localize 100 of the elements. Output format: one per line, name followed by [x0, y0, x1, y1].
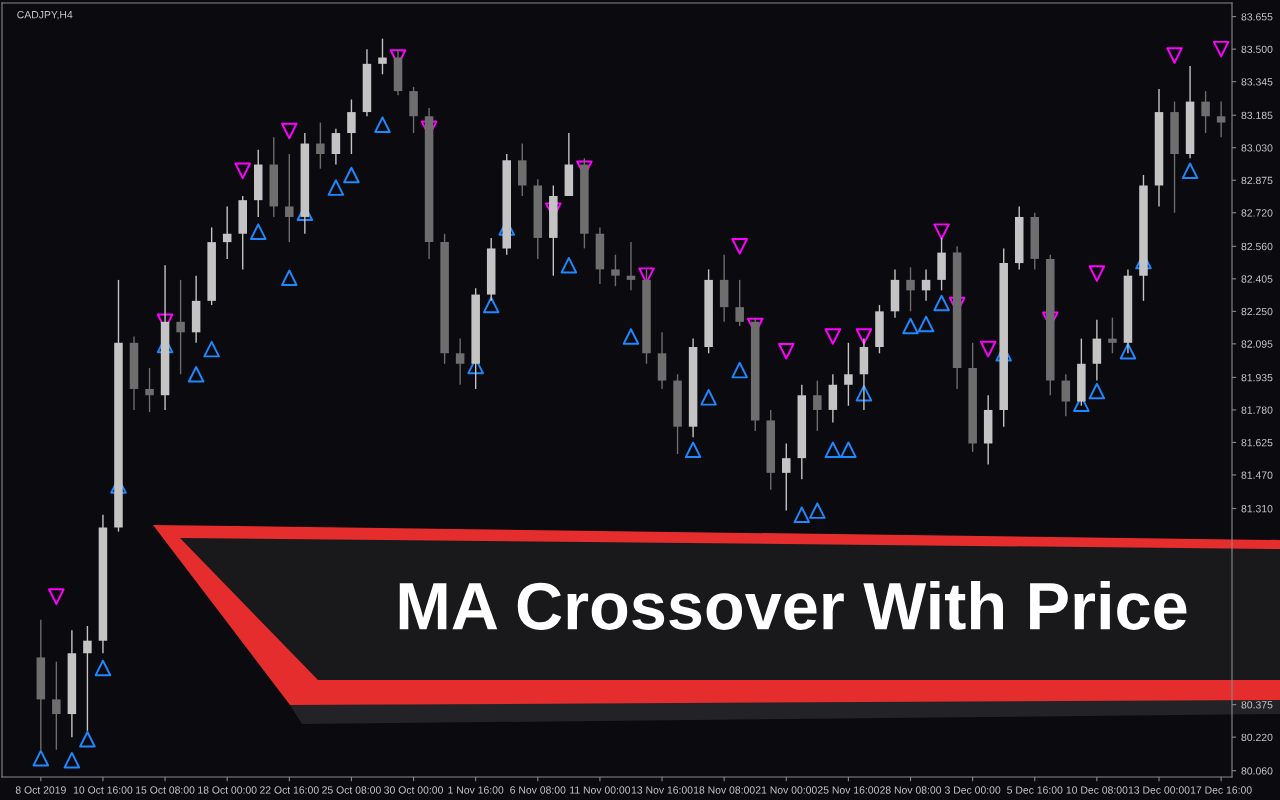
x-tick-label: 11 Nov 00:00 [570, 786, 631, 794]
point [79, 730, 96, 748]
candlestick [611, 254, 620, 287]
point [203, 340, 220, 358]
y-tick-label: 83.030 [1241, 144, 1273, 152]
y-tick-label: 82.405 [1241, 275, 1273, 283]
point [700, 389, 717, 406]
point [855, 384, 873, 402]
x-tick-label: 8 Oct 2019 [15, 786, 66, 794]
point [824, 328, 842, 345]
x-tick-label: 21 Nov 00:00 [755, 786, 817, 794]
x-tick-label: 10 Oct 16:00 [73, 786, 133, 794]
candlestick [1201, 90, 1210, 134]
candlestick [906, 266, 915, 313]
candlestick [83, 625, 92, 732]
y-tick-label: 82.095 [1241, 340, 1273, 348]
x-tick-label: 25 Nov 16:00 [817, 786, 879, 794]
point [250, 223, 267, 240]
candlestick [735, 279, 744, 327]
y-tick-label: 83.185 [1241, 111, 1273, 120]
y-tick-label: 80.375 [1241, 701, 1273, 709]
point [560, 256, 578, 274]
point [840, 441, 857, 459]
candlestick [782, 442, 791, 512]
point [281, 269, 298, 287]
candlestick [316, 121, 325, 170]
point [622, 328, 640, 345]
x-tick-label: 1 Nov 16:00 [448, 786, 504, 794]
point [32, 749, 50, 767]
point [824, 441, 842, 459]
point [778, 342, 795, 360]
point [684, 441, 702, 459]
point [63, 751, 81, 769]
point [731, 238, 748, 255]
candlestick [347, 98, 356, 155]
y-tick-label: 82.250 [1241, 307, 1273, 316]
x-tick-label: 13 Nov 16:00 [631, 786, 693, 794]
point [1166, 47, 1183, 64]
candlestick [455, 337, 465, 386]
point [933, 294, 950, 312]
candlestick [176, 279, 185, 375]
point [1119, 342, 1137, 360]
point [917, 315, 935, 333]
point [1088, 382, 1106, 400]
candlestick [145, 367, 154, 413]
x-tick-label: 5 Dec 16:00 [1007, 786, 1063, 794]
point [187, 366, 205, 383]
point [1181, 162, 1199, 180]
x-tick-label: 10 Dec 08:00 [1066, 786, 1128, 794]
point [374, 116, 391, 133]
x-tick-label: 25 Oct 08:00 [322, 786, 381, 794]
x-tick-label: 18 Oct 00:00 [198, 786, 257, 794]
point [902, 317, 919, 335]
candlestick [844, 342, 853, 407]
y-tick-label: 81.625 [1241, 438, 1273, 447]
point [933, 223, 950, 240]
point [94, 659, 112, 677]
candlestick [813, 379, 822, 432]
y-tick-label: 82.875 [1241, 176, 1273, 185]
x-tick-label: 6 Nov 08:00 [510, 786, 566, 794]
candlestick [1061, 373, 1071, 417]
x-tick-label: 18 Nov 08:00 [693, 786, 755, 794]
point [281, 122, 298, 140]
y-tick-label: 83.655 [1241, 13, 1273, 21]
candlestick [52, 660, 61, 751]
point [855, 328, 873, 345]
point [1212, 40, 1230, 58]
y-tick-label: 80.060 [1241, 767, 1273, 775]
x-tick-label: 3 Dec 00:00 [944, 786, 1001, 794]
y-tick-label: 81.935 [1241, 373, 1273, 382]
y-tick-label: 80.220 [1241, 733, 1273, 742]
point [234, 162, 251, 180]
x-tick-label: 28 Nov 08:00 [880, 786, 942, 794]
candlestick [285, 153, 294, 243]
point [793, 506, 811, 524]
annotation: CADJPY,H4 [17, 11, 73, 20]
point [482, 296, 500, 314]
point [48, 588, 65, 605]
point [327, 179, 345, 196]
text: MA Crossover With Price [399, 580, 1187, 630]
y-tick-label: 82.720 [1241, 209, 1273, 217]
candlestick [331, 128, 341, 166]
y-tick-label: 82.560 [1241, 242, 1273, 251]
point [731, 361, 748, 379]
point [343, 166, 360, 184]
y-tick-label: 81.780 [1241, 406, 1273, 414]
y-tick-label: 83.345 [1241, 78, 1273, 86]
point [1088, 265, 1106, 282]
candlestick [1216, 100, 1226, 138]
x-tick-label: 17 Dec 16:00 [1190, 786, 1252, 794]
point [809, 502, 826, 519]
candlestick [1108, 316, 1117, 354]
point [979, 340, 997, 358]
y-tick-label: 81.470 [1241, 471, 1273, 479]
y-tick-label: 81.310 [1241, 505, 1273, 513]
y-tick-label: 83.500 [1241, 45, 1273, 54]
x-tick-label: 22 Oct 16:00 [260, 786, 319, 794]
x-tick-label: 13 Dec 00:00 [1128, 786, 1190, 794]
x-tick-label: 15 Oct 08:00 [136, 786, 195, 794]
x-tick-label: 30 Oct 00:00 [384, 786, 443, 794]
